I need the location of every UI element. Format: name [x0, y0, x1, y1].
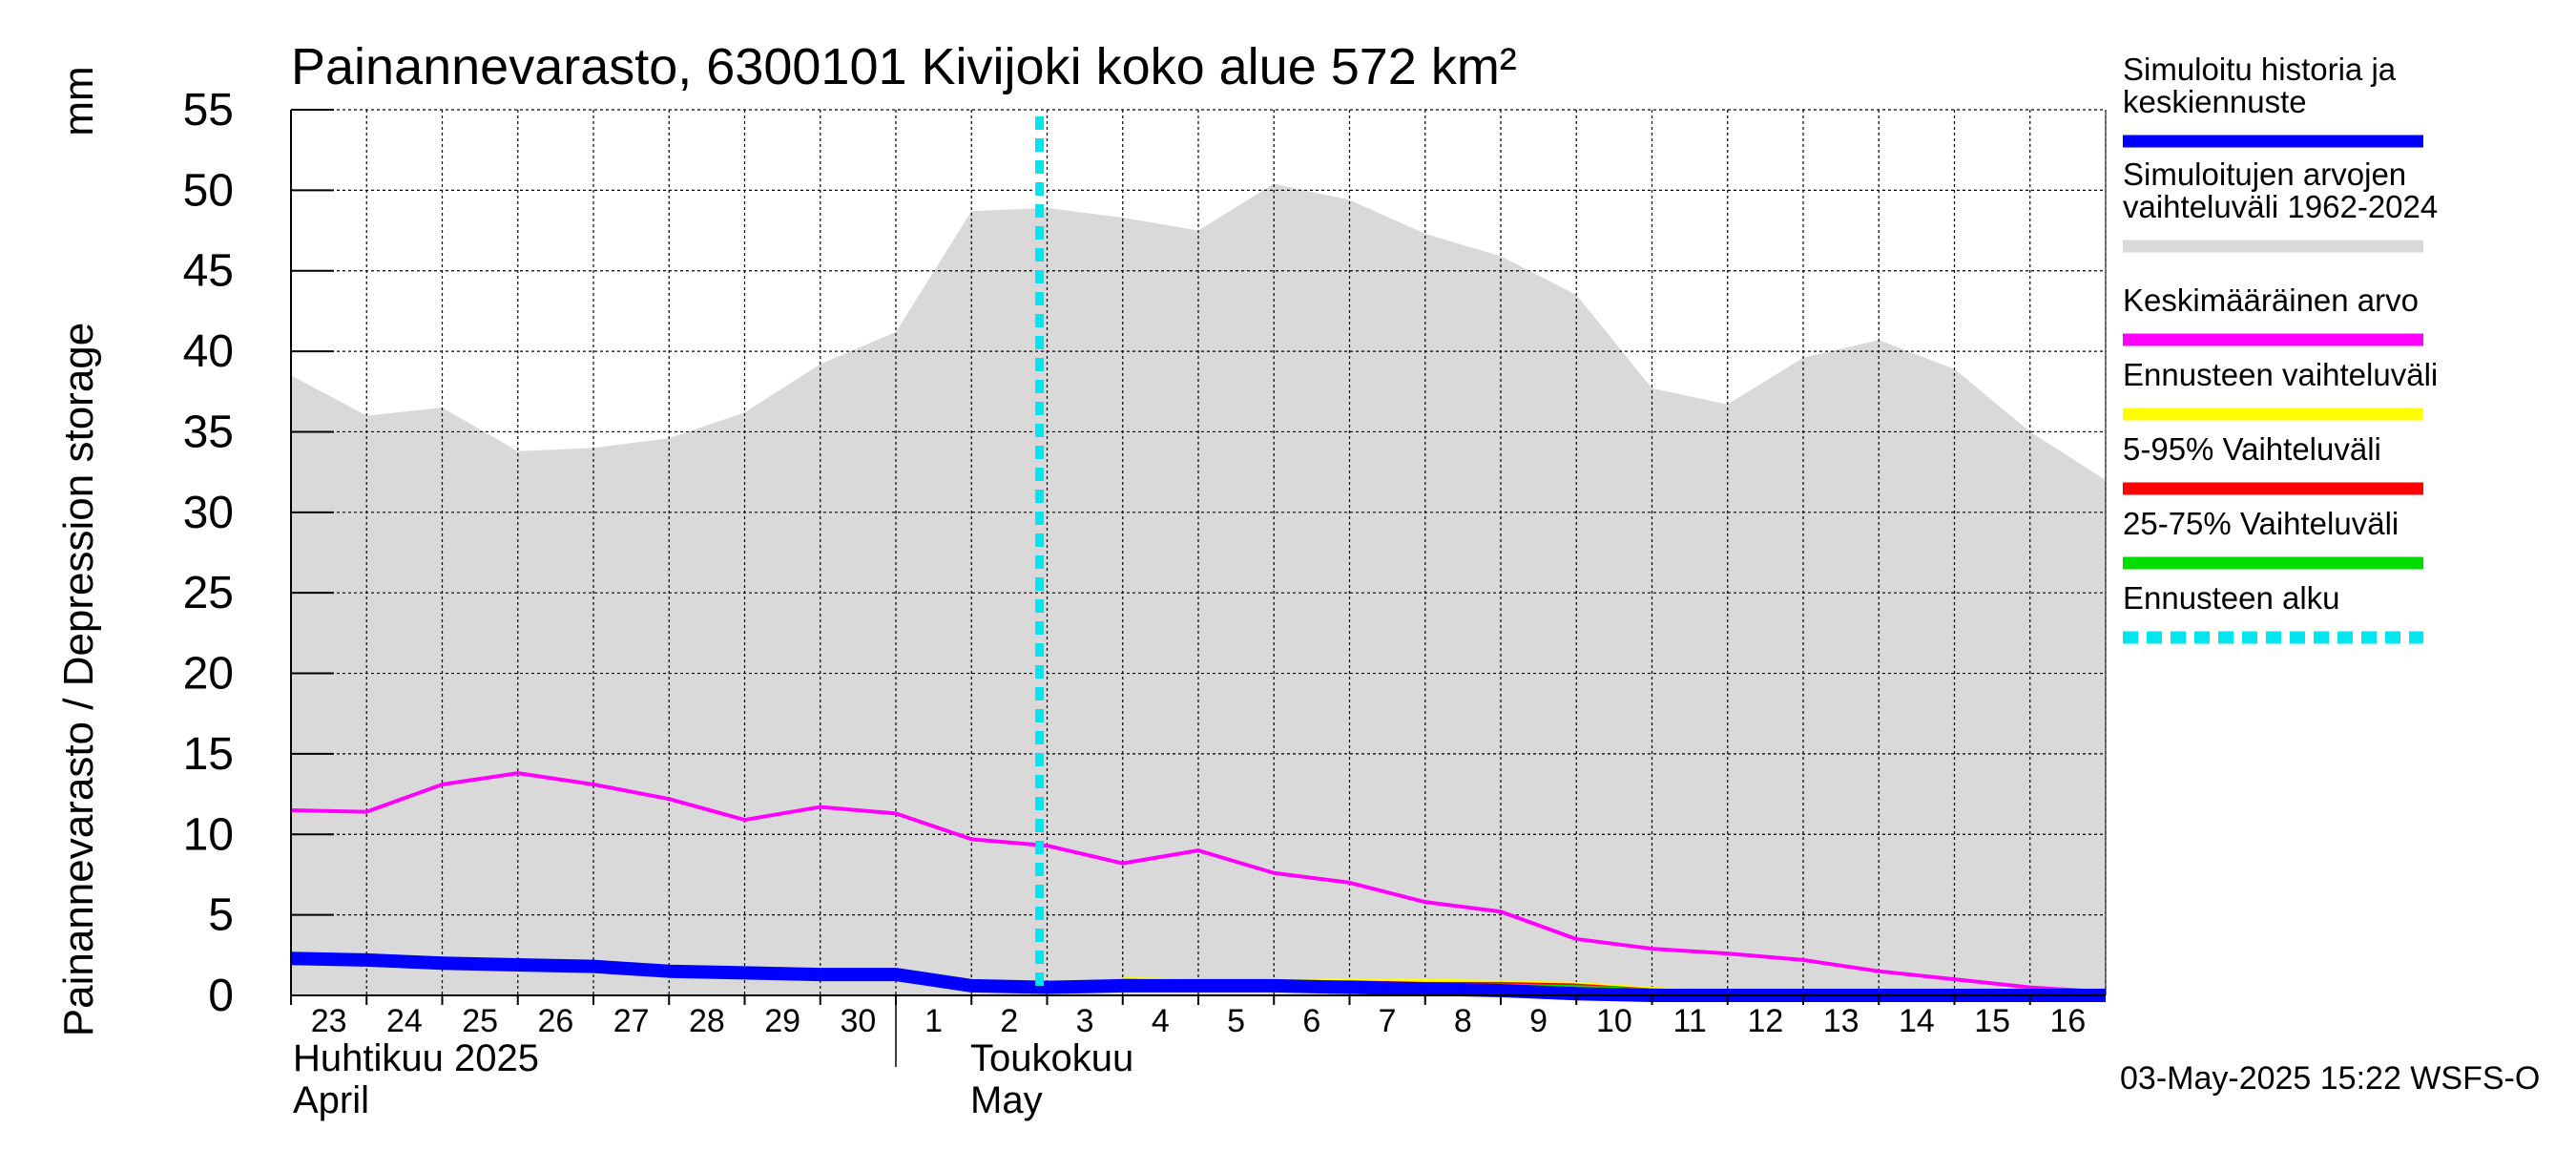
x-tick-label: 29: [764, 1003, 800, 1039]
y-tick-label: 30: [183, 488, 234, 538]
y-tick-label: 15: [183, 729, 234, 780]
y-tick-label: 0: [208, 971, 234, 1021]
x-tick-label: 13: [1823, 1003, 1859, 1039]
x-tick-label: 26: [537, 1003, 573, 1039]
legend-label: Keskimääräinen arvo: [2123, 282, 2419, 318]
y-axis-unit: mm: [55, 66, 102, 136]
x-tick-label: 7: [1379, 1003, 1397, 1039]
x-tick-label: 28: [689, 1003, 725, 1039]
chart-title: Painannevarasto, 6300101 Kivijoki koko a…: [291, 38, 1517, 95]
y-tick-label: 35: [183, 407, 234, 457]
x-tick-label: 4: [1152, 1003, 1170, 1039]
y-tick-label: 45: [183, 246, 234, 297]
month-label-fi: Huhtikuu 2025: [293, 1037, 539, 1079]
x-tick-label: 10: [1596, 1003, 1632, 1039]
x-tick-label: 30: [840, 1003, 876, 1039]
legend-label: Simuloitujen arvojen: [2123, 157, 2406, 192]
x-tick-label: 3: [1076, 1003, 1094, 1039]
legend-label: Simuloitu historia ja: [2123, 52, 2397, 87]
x-tick-label: 8: [1454, 1003, 1472, 1039]
x-tick-label: 15: [1974, 1003, 2010, 1039]
legend-label: Ennusteen alku: [2123, 580, 2340, 616]
series-line-0: [290, 771, 2107, 994]
x-tick-label: 14: [1899, 1003, 1935, 1039]
month-label-en: May: [970, 1079, 1043, 1121]
y-axis-label: Painannevarasto / Depression storage: [55, 323, 102, 1036]
legend-label: 5-95% Vaihteluväli: [2123, 431, 2381, 467]
x-tick-label: 11: [1672, 1003, 1706, 1039]
x-tick-label: 9: [1529, 1003, 1548, 1039]
legend-label: 25-75% Vaihteluväli: [2123, 506, 2399, 541]
y-tick-label: 40: [183, 326, 234, 377]
x-tick-label: 23: [311, 1003, 347, 1039]
legend-label: keskiennuste: [2123, 84, 2307, 119]
x-tick-label: 25: [462, 1003, 498, 1039]
x-tick-label: 1: [924, 1003, 943, 1039]
month-label-fi: Toukokuu: [970, 1037, 1133, 1079]
legend-label: vaihteluväli 1962-2024: [2123, 189, 2438, 224]
y-tick-label: 50: [183, 165, 234, 216]
x-tick-label: 27: [613, 1003, 650, 1039]
x-tick-label: 6: [1302, 1003, 1320, 1039]
y-tick-label: 5: [208, 890, 234, 941]
x-tick-label: 12: [1747, 1003, 1783, 1039]
month-label-en: April: [293, 1079, 369, 1121]
footer-timestamp: 03-May-2025 15:22 WSFS-O: [2120, 1060, 2540, 1097]
y-tick-label: 25: [183, 568, 234, 618]
y-tick-label: 20: [183, 649, 234, 700]
y-tick-label: 10: [183, 809, 234, 860]
x-tick-label: 24: [386, 1003, 423, 1039]
y-tick-label: 55: [183, 85, 234, 136]
x-tick-label: 2: [1000, 1003, 1018, 1039]
x-tick-label: 5: [1227, 1003, 1245, 1039]
x-tick-label: 16: [2049, 1003, 2086, 1039]
legend-label: Ennusteen vaihteluväli: [2123, 357, 2438, 392]
